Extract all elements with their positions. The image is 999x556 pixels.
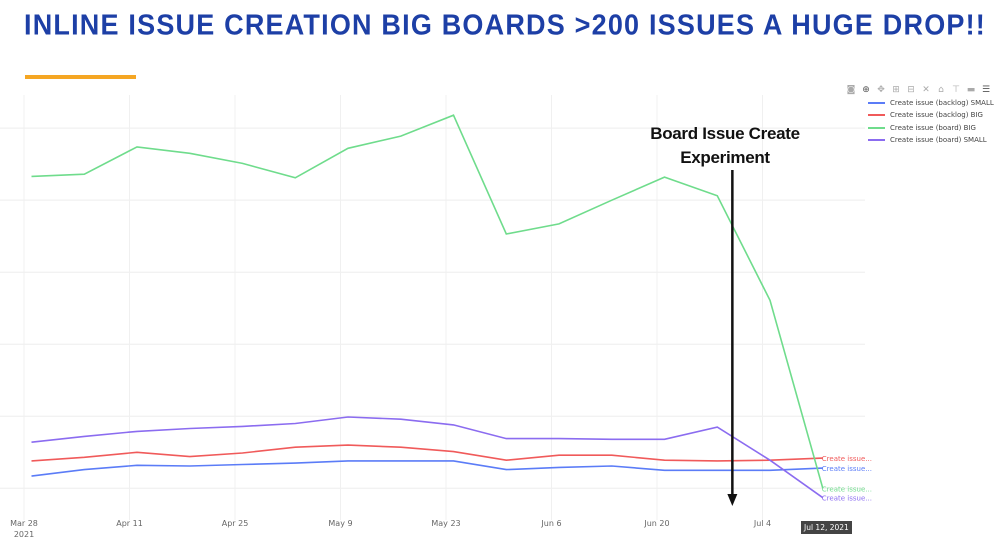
pan-icon[interactable]: ✥ <box>877 85 885 95</box>
annotation-line-1: Board Issue Create <box>650 124 800 143</box>
legend-swatch <box>868 114 885 117</box>
legend-label: Create issue (board) SMALL <box>890 136 987 145</box>
series-end-label: Create issue... <box>822 485 872 493</box>
title-underline <box>25 75 136 79</box>
legend-label: Create issue (board) BIG <box>890 123 976 132</box>
series-end-label: Create issue... <box>822 495 872 503</box>
x-tick-label: Apr 11 <box>116 519 143 528</box>
series-line-1 <box>31 444 823 462</box>
x-tick-label: Apr 25 <box>222 519 249 528</box>
series-line-0 <box>31 460 823 477</box>
series-end-label: Create issue... <box>822 465 872 473</box>
compare-hover-icon[interactable]: ▬ <box>966 85 976 95</box>
series-line-2 <box>31 114 824 489</box>
annotation-arrow-head <box>727 494 738 506</box>
legend-swatch <box>868 139 885 142</box>
legend-item[interactable]: Create issue (backlog) SMALL <box>868 97 994 109</box>
zoom-out-icon[interactable]: ⊟ <box>907 85 915 95</box>
series-end-label: Create issue... <box>822 455 872 463</box>
home-icon[interactable]: ⌂ <box>938 85 944 95</box>
zoom-in-icon[interactable]: ⊞ <box>892 85 900 95</box>
closest-hover-icon[interactable]: ☰ <box>981 85 991 95</box>
legend-item[interactable]: Create issue (backlog) BIG <box>868 109 994 121</box>
legend-item[interactable]: Create issue (board) BIG <box>868 122 994 134</box>
series-line-3 <box>31 416 824 499</box>
legend-label: Create issue (backlog) BIG <box>890 111 983 120</box>
legend-item[interactable]: Create issue (board) SMALL <box>868 134 994 146</box>
legend: Create issue (backlog) SMALL Create issue… <box>868 97 994 146</box>
chart-toolbar: ◙ ⊕ ✥ ⊞ ⊟ ✕ ⌂ ⊤ ▬ ☰ <box>846 85 991 95</box>
legend-swatch <box>868 102 885 105</box>
spike-lines-icon[interactable]: ⊤ <box>952 85 960 95</box>
annotation-line-2: Experiment <box>680 148 770 167</box>
hover-date-label: Jul 12, 2021 <box>801 521 852 534</box>
experiment-annotation: Board Issue Create Experiment <box>620 122 830 170</box>
legend-label: Create issue (backlog) SMALL <box>890 99 994 108</box>
legend-swatch <box>868 126 885 129</box>
camera-icon[interactable]: ◙ <box>846 85 856 95</box>
x-tick-year: 2021 <box>14 530 34 539</box>
x-tick-label: Mar 28 <box>10 519 38 528</box>
page-title: INLINE ISSUE CREATION BIG BOARDS >200 IS… <box>24 9 986 41</box>
autoscale-icon[interactable]: ✕ <box>922 85 930 95</box>
x-tick-label: Jul 4 <box>753 519 771 528</box>
x-tick-label: Jun 6 <box>540 519 561 528</box>
x-tick-label: Jun 20 <box>643 519 669 528</box>
x-tick-label: May 23 <box>431 519 460 528</box>
x-tick-label: May 9 <box>328 519 352 528</box>
zoom-icon[interactable]: ⊕ <box>862 85 870 95</box>
